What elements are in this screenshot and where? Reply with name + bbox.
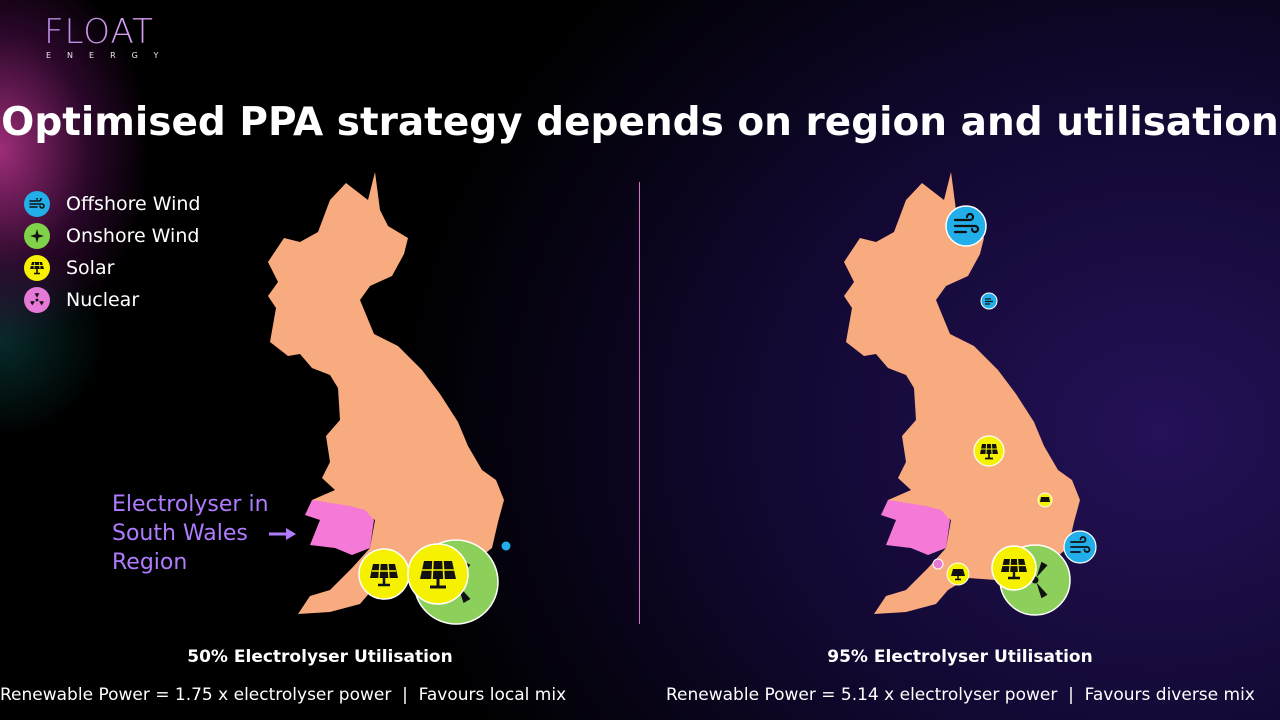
offshore-wind-marker xyxy=(980,292,998,310)
legend-label: Offshore Wind xyxy=(66,193,201,215)
legend-item-offshore-wind: Offshore Wind xyxy=(24,188,200,220)
solar-marker xyxy=(1037,492,1053,508)
legend-item-solar: Solar xyxy=(24,252,200,284)
solar-panel-icon xyxy=(24,255,50,281)
divider xyxy=(639,182,640,624)
slide-title: Optimised PPA strategy depends on region… xyxy=(1,100,1279,145)
nuclear-marker xyxy=(932,558,944,570)
utilisation-label-95: 95% Electrolyser Utilisation xyxy=(827,647,1093,667)
float-energy-logo: FLOAT ENERGY xyxy=(44,14,174,60)
annotation-line: South Wales xyxy=(112,521,248,546)
logo-tagline: ENERGY xyxy=(46,51,175,60)
solar-marker xyxy=(358,548,410,600)
electrolyser-annotation: Electrolyser in South Wales Region xyxy=(112,490,282,577)
solar-marker xyxy=(991,545,1037,591)
renewable-power-label-50: Renewable Power = 1.75 x electrolyser po… xyxy=(0,685,567,705)
annotation-line: Electrolyser in xyxy=(112,492,269,517)
offshore-wind-marker xyxy=(501,541,511,551)
turbine-icon xyxy=(24,223,50,249)
wind-icon xyxy=(24,191,50,217)
gb-map-50 xyxy=(268,172,511,625)
solar-marker xyxy=(407,543,469,605)
offshore-wind-marker xyxy=(1063,530,1097,564)
legend-label: Nuclear xyxy=(66,289,140,311)
radiation-icon xyxy=(24,287,50,313)
logo-wordmark: FLOAT xyxy=(44,14,174,50)
offshore-wind-marker xyxy=(945,205,987,247)
legend-item-onshore-wind: Onshore Wind xyxy=(24,220,200,252)
solar-marker xyxy=(946,562,970,586)
legend-label: Onshore Wind xyxy=(66,225,200,247)
arrow-right-icon xyxy=(269,528,296,540)
renewable-power-label-95: Renewable Power = 5.14 x electrolyser po… xyxy=(666,685,1255,705)
legend-item-nuclear: Nuclear xyxy=(24,284,200,316)
annotation-line: Region xyxy=(112,550,188,575)
legend: Offshore Wind Onshore Wind Solar Nuclear xyxy=(24,188,200,316)
utilisation-label-50: 50% Electrolyser Utilisation xyxy=(187,647,453,667)
solar-marker xyxy=(973,435,1005,467)
legend-label: Solar xyxy=(66,257,115,279)
